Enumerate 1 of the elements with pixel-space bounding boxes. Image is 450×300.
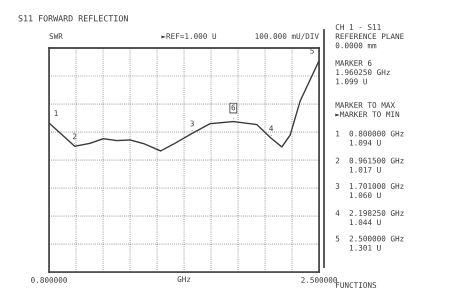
- chart-title: S11 FORWARD REFLECTION: [18, 15, 128, 22]
